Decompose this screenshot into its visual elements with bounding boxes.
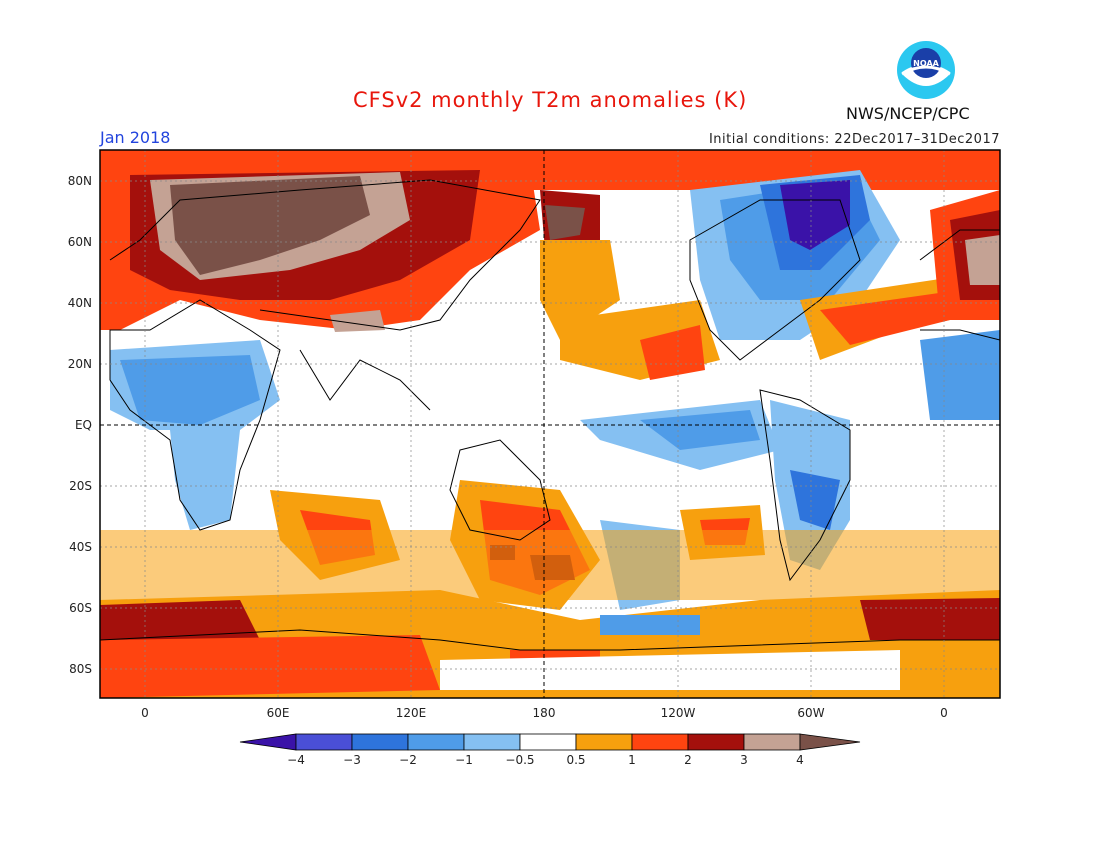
longitude-axis: 0 60E 120E 180 120W 60W 0 [141, 706, 948, 720]
colorbar [239, 733, 861, 751]
colorbar-labels: −4 −3 −2 −1 −0.5 0.5 1 2 3 4 [287, 753, 804, 767]
svg-text:NOAA: NOAA [913, 59, 939, 68]
lon-label: 60E [267, 706, 290, 720]
colorbar-label: −0.5 [505, 753, 534, 767]
lon-label: 120E [396, 706, 427, 720]
reference-lines [100, 150, 1000, 698]
latitude-axis: 80N 60N 40N 20N EQ 20S 40S 60S 80S [68, 174, 92, 676]
colorbar-swatch [295, 733, 353, 751]
coastlines [100, 179, 1000, 651]
lon-label: 120W [661, 706, 696, 720]
forecast-month-label: Jan 2018 [100, 128, 171, 147]
lat-label: 20S [69, 479, 92, 493]
colorbar-label: −3 [343, 753, 361, 767]
colorbar-swatch [463, 733, 521, 751]
map-frame [99, 149, 1001, 699]
colorbar-swatch [575, 733, 633, 751]
colorbar-label: −2 [399, 753, 417, 767]
colorbar-label: 3 [740, 753, 748, 767]
lat-label: 80N [68, 174, 92, 188]
anomaly-fields [100, 150, 1000, 698]
map-title: CFSv2 monthly T2m anomalies (K) [353, 88, 748, 112]
colorbar-swatch [687, 733, 745, 751]
lon-label: 60W [797, 706, 824, 720]
lat-label: 60N [68, 235, 92, 249]
lat-label: 20N [68, 357, 92, 371]
colorbar-swatch [631, 733, 689, 751]
colorbar-swatch [351, 733, 409, 751]
colorbar-label: 1 [628, 753, 636, 767]
lon-label: 0 [940, 706, 948, 720]
colorbar-label: 4 [796, 753, 804, 767]
agency-label: NWS/NCEP/CPC [846, 104, 970, 123]
colorbar-label: 2 [684, 753, 692, 767]
colorbar-right-arrow [799, 733, 861, 751]
lat-label: EQ [75, 418, 92, 432]
colorbar-swatch [743, 733, 801, 751]
colorbar-label: −1 [455, 753, 473, 767]
colorbar-swatch [519, 733, 577, 751]
lat-label: 40S [69, 540, 92, 554]
lon-label: 0 [141, 706, 149, 720]
colorbar-left-arrow [239, 733, 297, 751]
colorbar-swatch [407, 733, 465, 751]
noaa-logo-icon: NOAA [897, 41, 955, 99]
initial-conditions-label: Initial conditions: 22Dec2017–31Dec2017 [708, 132, 1000, 147]
colorbar-label: 0.5 [566, 753, 585, 767]
graticule [100, 150, 1000, 698]
lat-label: 80S [69, 662, 92, 676]
colorbar-label: −4 [287, 753, 305, 767]
lon-label: 180 [533, 706, 556, 720]
lat-label: 40N [68, 296, 92, 310]
lat-label: 60S [69, 601, 92, 615]
